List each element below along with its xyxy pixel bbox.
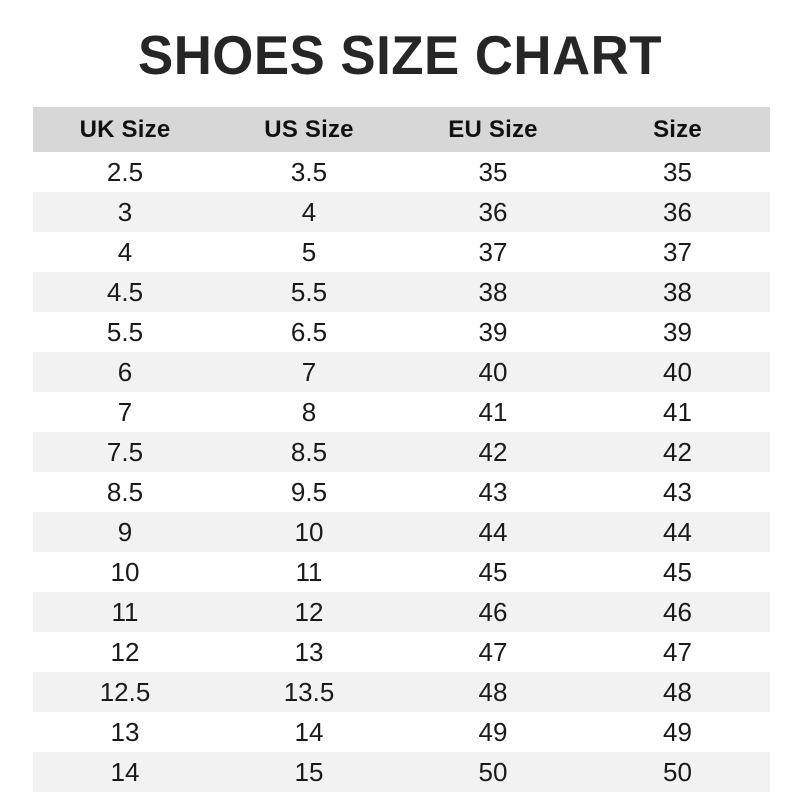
cell-uk-size: 11	[111, 596, 139, 627]
page-title: SHOES SIZE CHART	[137, 24, 663, 86]
cell-size: 37	[663, 236, 692, 267]
shoe-size-table: UK Size US Size EU Size Size 2.5 3.5 35 35 3…	[33, 107, 770, 792]
table-row: 13 14 49 49	[33, 712, 770, 752]
cell-size: 47	[663, 636, 692, 667]
cell-us-size: 12	[294, 596, 324, 627]
column-header-eu-size: EU Size	[448, 115, 538, 143]
cell-eu-size: 38	[478, 276, 508, 307]
cell-uk-size: 7	[117, 396, 133, 427]
cell-size: 43	[663, 476, 692, 507]
cell-eu-size: 49	[478, 716, 508, 747]
column-header-us-size: US Size	[264, 115, 354, 143]
cell-eu-size: 44	[478, 516, 508, 547]
cell-us-size: 13	[294, 636, 324, 667]
table-body: 2.5 3.5 35 35 3 4 36 36 4 5 37 37 4.5 5.5 38 38 5.5 6.5 39…	[33, 152, 770, 792]
cell-size: 48	[663, 676, 692, 707]
table-row: 4.5 5.5 38 38	[33, 272, 770, 312]
table-row: 11 12 46 46	[33, 592, 770, 632]
cell-eu-size: 50	[478, 756, 508, 787]
cell-uk-size: 5.5	[106, 316, 144, 347]
cell-eu-size: 40	[478, 356, 508, 387]
cell-eu-size: 43	[478, 476, 508, 507]
table-row: 6 7 40 40	[33, 352, 770, 392]
cell-eu-size: 47	[478, 636, 508, 667]
table-row: 7 8 41 41	[33, 392, 770, 432]
cell-eu-size: 41	[478, 396, 508, 427]
table-header-row: UK Size US Size EU Size Size	[33, 107, 770, 152]
cell-uk-size: 7.5	[106, 436, 144, 467]
table-row: 4 5 37 37	[33, 232, 770, 272]
cell-us-size: 8.5	[290, 436, 328, 467]
cell-size: 46	[663, 596, 692, 627]
cell-uk-size: 12	[110, 636, 140, 667]
cell-us-size: 5	[301, 236, 317, 267]
cell-eu-size: 36	[478, 196, 508, 227]
cell-size: 39	[663, 316, 692, 347]
table-header: UK Size US Size EU Size Size	[33, 107, 770, 152]
table-row: 2.5 3.5 35 35	[33, 152, 770, 192]
cell-us-size: 15	[294, 756, 324, 787]
cell-eu-size: 37	[478, 236, 508, 267]
cell-uk-size: 8.5	[106, 476, 144, 507]
table-row: 3 4 36 36	[33, 192, 770, 232]
column-header-uk-size: UK Size	[79, 115, 171, 143]
cell-uk-size: 12.5	[99, 676, 151, 707]
cell-eu-size: 48	[478, 676, 508, 707]
cell-size: 44	[663, 516, 692, 547]
cell-eu-size: 39	[478, 316, 508, 347]
table-row: 8.5 9.5 43 43	[33, 472, 770, 512]
table-row: 7.5 8.5 42 42	[33, 432, 770, 472]
cell-size: 45	[663, 556, 692, 587]
cell-us-size: 7	[301, 356, 317, 387]
cell-uk-size: 13	[110, 716, 140, 747]
cell-us-size: 13.5	[283, 676, 335, 707]
cell-size: 49	[663, 716, 692, 747]
cell-uk-size: 4.5	[106, 276, 144, 307]
cell-eu-size: 45	[478, 556, 508, 587]
cell-us-size: 4	[301, 196, 317, 227]
cell-us-size: 14	[294, 716, 324, 747]
cell-size: 50	[663, 756, 692, 787]
cell-us-size: 8	[301, 396, 317, 427]
cell-eu-size: 35	[478, 156, 508, 187]
table-row: 12.5 13.5 48 48	[33, 672, 770, 712]
cell-us-size: 6.5	[290, 316, 328, 347]
cell-us-size: 3.5	[290, 156, 328, 187]
cell-uk-size: 10	[110, 556, 140, 587]
cell-uk-size: 9	[117, 516, 133, 547]
cell-uk-size: 4	[117, 236, 133, 267]
cell-size: 40	[663, 356, 692, 387]
cell-size: 36	[663, 196, 692, 227]
cell-eu-size: 46	[478, 596, 508, 627]
cell-size: 41	[663, 396, 692, 427]
cell-us-size: 10	[294, 516, 324, 547]
table-row: 14 15 50 50	[33, 752, 770, 792]
cell-uk-size: 14	[110, 756, 140, 787]
cell-us-size: 11	[295, 556, 323, 587]
cell-size: 42	[663, 436, 692, 467]
cell-us-size: 5.5	[290, 276, 328, 307]
table-row: 5.5 6.5 39 39	[33, 312, 770, 352]
cell-uk-size: 3	[117, 196, 133, 227]
table-row: 12 13 47 47	[33, 632, 770, 672]
column-header-size: Size	[653, 115, 702, 143]
table-row: 10 11 45 45	[33, 552, 770, 592]
cell-eu-size: 42	[478, 436, 508, 467]
table-row: 9 10 44 44	[33, 512, 770, 552]
cell-size: 38	[663, 276, 692, 307]
cell-uk-size: 6	[117, 356, 133, 387]
cell-uk-size: 2.5	[106, 156, 144, 187]
cell-us-size: 9.5	[290, 476, 328, 507]
cell-size: 35	[663, 156, 692, 187]
